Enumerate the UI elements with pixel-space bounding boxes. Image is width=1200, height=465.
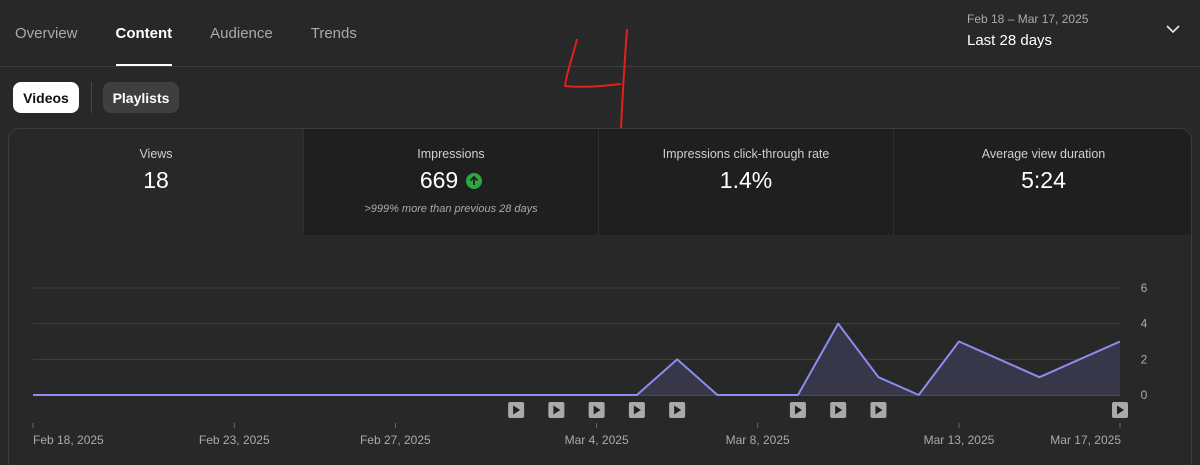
data-point xyxy=(31,393,35,397)
y-tick-label: 4 xyxy=(1141,317,1148,331)
metric-avg-view-duration[interactable]: Average view duration 5:24 xyxy=(894,129,1191,235)
data-point xyxy=(796,393,800,397)
data-point xyxy=(554,393,558,397)
data-point xyxy=(514,393,518,397)
tab-bar: Overview Content Audience Trends xyxy=(0,0,395,66)
data-point xyxy=(876,375,880,379)
y-tick-label: 6 xyxy=(1141,281,1148,295)
data-point xyxy=(675,357,679,361)
video-marker-play-icon[interactable] xyxy=(830,402,847,418)
metric-tabs: Views 18 Impressions 669 >999% more than… xyxy=(9,129,1191,235)
videos-chip[interactable]: Videos xyxy=(13,82,79,113)
metric-label: Average view duration xyxy=(981,147,1106,161)
metric-impressions[interactable]: Impressions 669 >999% more than previous… xyxy=(304,129,599,235)
series-line xyxy=(33,322,1121,396)
arrow-up-icon xyxy=(466,172,483,189)
data-point xyxy=(152,393,156,397)
x-tick-label: Feb 23, 2025 xyxy=(199,433,270,447)
metric-value: 669 xyxy=(420,167,483,194)
video-marker-play-icon[interactable] xyxy=(628,402,645,418)
video-marker-play-icon[interactable] xyxy=(548,402,565,418)
chip-divider xyxy=(91,82,92,113)
hand-drawn-annotation xyxy=(563,28,628,129)
data-point xyxy=(635,393,639,397)
data-point xyxy=(71,393,75,397)
metric-label: Impressions xyxy=(417,147,485,161)
date-range-dates: Feb 18 – Mar 17, 2025 xyxy=(967,12,1089,26)
metric-label: Views xyxy=(139,147,173,161)
metric-comparison: >999% more than previous 28 days xyxy=(364,203,538,215)
data-point xyxy=(393,393,397,397)
metrics-card: Views 18 Impressions 669 >999% more than… xyxy=(8,128,1192,465)
data-point xyxy=(957,340,961,344)
tab-content[interactable]: Content xyxy=(115,0,172,66)
data-point xyxy=(715,393,719,397)
metric-value: 5:24 xyxy=(1021,167,1066,193)
data-point xyxy=(997,357,1001,361)
metric-label: Impressions click-through rate xyxy=(662,147,830,161)
y-tick-label: 0 xyxy=(1141,388,1148,402)
x-tick-label: Mar 4, 2025 xyxy=(565,433,629,447)
data-point xyxy=(836,322,840,326)
x-tick-label: Mar 8, 2025 xyxy=(726,433,790,447)
video-marker-play-icon[interactable] xyxy=(1112,402,1128,418)
views-chart: 0 2 4 6 Feb 18, 2025 Feb 23, 2025 Feb 27, 2025… xyxy=(31,281,1148,447)
x-tick-label: Feb 18, 2025 xyxy=(33,433,104,447)
tab-trends[interactable]: Trends xyxy=(310,24,357,42)
series-area xyxy=(33,323,1120,395)
date-range-picker[interactable]: Feb 18 – Mar 17, 2025 Last 28 days xyxy=(967,12,1088,49)
video-marker-play-icon[interactable] xyxy=(588,402,605,418)
data-point xyxy=(434,393,438,397)
data-point xyxy=(595,393,599,397)
video-marker-play-icon[interactable] xyxy=(789,402,806,418)
tab-overview[interactable]: Overview xyxy=(15,24,78,42)
data-point xyxy=(1078,357,1082,361)
data-point xyxy=(112,393,116,397)
data-point xyxy=(917,393,921,397)
data-point xyxy=(232,393,236,397)
video-marker-play-icon[interactable] xyxy=(508,402,525,418)
video-marker-play-icon[interactable] xyxy=(870,402,887,418)
metric-ctr[interactable]: Impressions click-through rate 1.4% xyxy=(599,129,894,235)
x-tick-label: Feb 27, 2025 xyxy=(360,433,431,447)
data-point xyxy=(474,393,478,397)
data-point xyxy=(192,393,196,397)
metric-value: 1.4% xyxy=(719,167,773,193)
data-point xyxy=(313,393,317,397)
video-marker-play-icon[interactable] xyxy=(669,402,686,418)
data-point xyxy=(756,393,760,397)
data-point xyxy=(353,393,357,397)
chevron-down-icon[interactable] xyxy=(1166,22,1180,36)
tab-audience[interactable]: Audience xyxy=(210,24,273,42)
playlists-chip[interactable]: Playlists xyxy=(103,82,179,113)
x-tick-label: Mar 17, 2025 xyxy=(1050,433,1121,447)
data-point xyxy=(1037,375,1041,379)
header-divider xyxy=(0,66,1200,67)
metric-value: 18 xyxy=(143,167,169,193)
data-point xyxy=(1118,340,1122,344)
data-point xyxy=(273,393,277,397)
date-range-label: Last 28 days xyxy=(967,32,1053,49)
y-tick-label: 2 xyxy=(1141,352,1148,366)
x-tick-label: Mar 13, 2025 xyxy=(924,433,995,447)
metric-views[interactable]: Views 18 xyxy=(9,129,304,235)
